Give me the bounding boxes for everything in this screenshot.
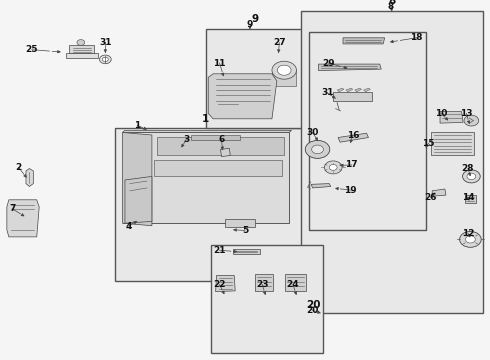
Polygon shape: [311, 184, 331, 188]
Polygon shape: [26, 168, 33, 186]
Text: 5: 5: [242, 226, 248, 235]
Polygon shape: [318, 64, 381, 71]
Text: 14: 14: [462, 193, 474, 202]
Text: 26: 26: [424, 193, 437, 202]
Text: 20: 20: [306, 300, 321, 310]
Circle shape: [467, 173, 476, 180]
Circle shape: [312, 145, 323, 154]
Text: 9: 9: [246, 20, 253, 29]
Polygon shape: [125, 176, 152, 223]
Text: 28: 28: [462, 164, 474, 173]
Text: 20: 20: [306, 306, 319, 315]
Text: 31: 31: [321, 88, 334, 97]
Polygon shape: [157, 137, 284, 155]
Circle shape: [102, 57, 108, 62]
Text: 8: 8: [388, 2, 394, 11]
Circle shape: [464, 115, 479, 126]
Text: 2: 2: [16, 163, 22, 172]
Text: 8: 8: [389, 0, 395, 6]
Polygon shape: [7, 200, 39, 237]
Polygon shape: [122, 130, 292, 132]
Text: 4: 4: [125, 222, 132, 231]
Text: 18: 18: [410, 33, 423, 42]
Polygon shape: [233, 249, 260, 254]
Text: 21: 21: [213, 246, 226, 255]
Text: 11: 11: [213, 58, 226, 68]
Polygon shape: [122, 132, 152, 226]
Text: 12: 12: [462, 229, 474, 238]
Polygon shape: [255, 274, 273, 291]
Text: 1: 1: [202, 114, 209, 124]
Text: 17: 17: [345, 161, 358, 169]
Text: 3: 3: [183, 135, 189, 144]
Polygon shape: [272, 70, 296, 86]
Text: 31: 31: [99, 38, 112, 47]
Text: 19: 19: [344, 186, 357, 194]
Circle shape: [463, 170, 480, 183]
Polygon shape: [285, 274, 306, 291]
Circle shape: [466, 236, 475, 243]
Polygon shape: [465, 195, 476, 203]
Text: 22: 22: [213, 280, 226, 289]
Polygon shape: [225, 219, 255, 227]
Polygon shape: [355, 88, 362, 92]
Bar: [301, 11, 483, 313]
Text: 1: 1: [134, 121, 140, 130]
Polygon shape: [338, 133, 368, 142]
Polygon shape: [208, 74, 277, 119]
Circle shape: [277, 65, 291, 75]
Circle shape: [99, 55, 111, 64]
Polygon shape: [343, 38, 385, 44]
Polygon shape: [191, 135, 240, 140]
Text: 24: 24: [287, 280, 299, 289]
Circle shape: [329, 165, 337, 170]
Polygon shape: [337, 88, 344, 92]
Text: 29: 29: [322, 58, 335, 68]
Circle shape: [324, 161, 342, 174]
Bar: [115, 128, 304, 281]
Polygon shape: [122, 132, 289, 223]
Polygon shape: [440, 112, 463, 123]
Bar: [211, 245, 323, 353]
Polygon shape: [69, 45, 94, 53]
Text: 9: 9: [251, 14, 258, 24]
Polygon shape: [154, 160, 282, 176]
Polygon shape: [364, 88, 370, 92]
Bar: [309, 32, 426, 230]
Text: 25: 25: [25, 45, 38, 54]
Polygon shape: [333, 92, 372, 101]
Text: 6: 6: [219, 135, 224, 144]
Circle shape: [77, 40, 85, 45]
Text: 7: 7: [9, 204, 16, 213]
Circle shape: [460, 231, 481, 247]
Circle shape: [305, 140, 330, 158]
Text: 16: 16: [346, 130, 359, 139]
Polygon shape: [220, 148, 230, 157]
Circle shape: [272, 61, 296, 79]
Polygon shape: [431, 132, 474, 155]
Text: 23: 23: [256, 280, 269, 289]
Polygon shape: [432, 189, 446, 196]
Bar: [206, 29, 304, 128]
Text: 30: 30: [306, 128, 319, 137]
Text: 10: 10: [435, 109, 447, 118]
Text: 27: 27: [273, 38, 286, 47]
Polygon shape: [216, 275, 235, 292]
Text: 13: 13: [460, 109, 473, 118]
Polygon shape: [346, 88, 353, 92]
Polygon shape: [66, 53, 98, 58]
Text: 15: 15: [422, 139, 435, 148]
